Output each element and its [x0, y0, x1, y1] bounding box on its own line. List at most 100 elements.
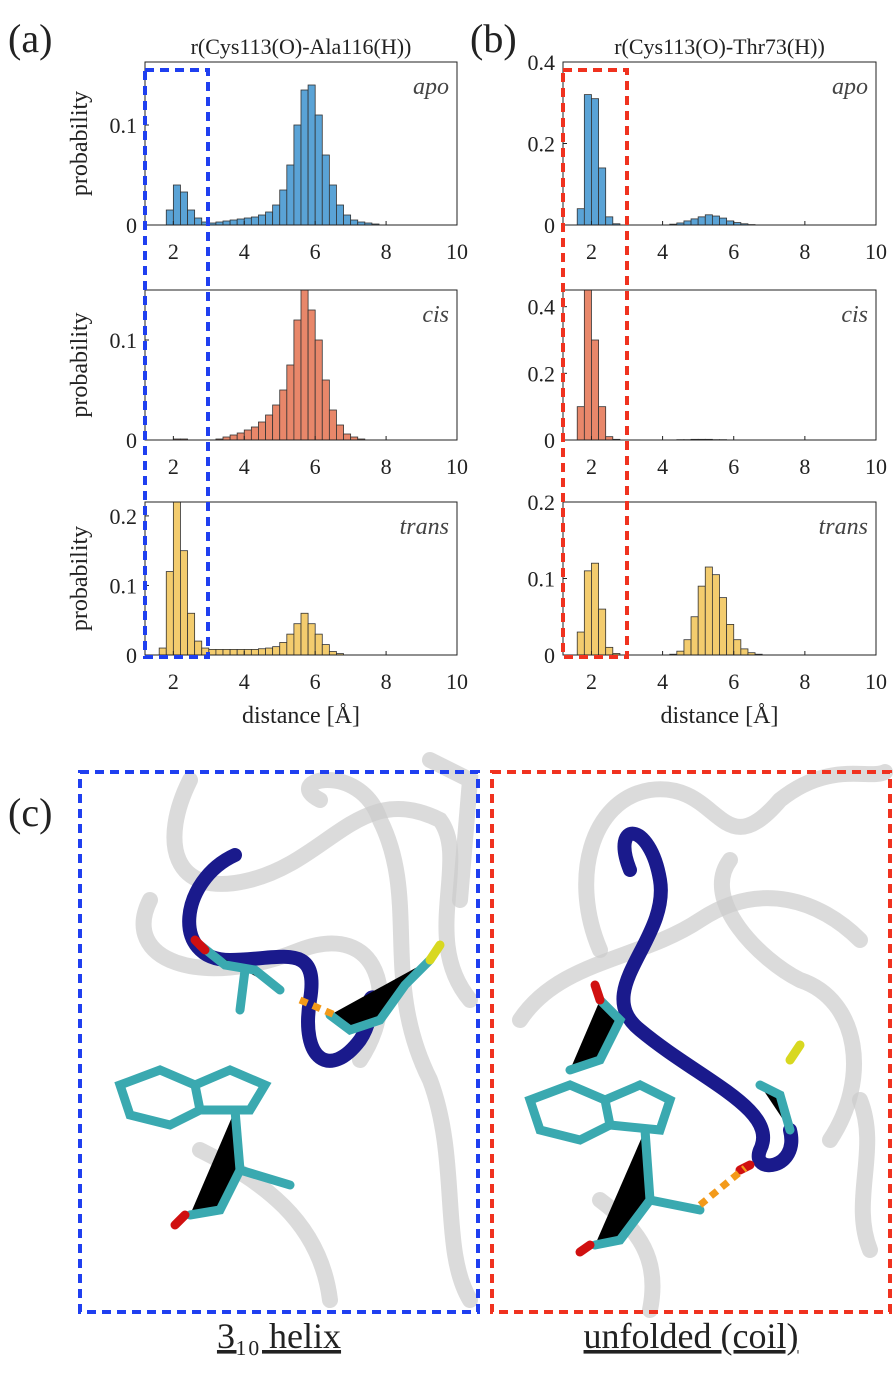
x-tick-label: 4 — [657, 669, 668, 694]
bar — [188, 210, 195, 225]
panel-tag: trans — [819, 514, 868, 540]
x-tick-label: 6 — [728, 239, 739, 264]
x-tick-label: 2 — [168, 669, 179, 694]
bar — [684, 221, 691, 225]
bar — [691, 219, 698, 225]
bar — [266, 648, 273, 655]
x-tick-label: 10 — [865, 239, 887, 264]
bar — [712, 216, 719, 225]
y-tick-label: 0.1 — [110, 113, 138, 138]
caption: 3₁₀ helix — [217, 1316, 341, 1356]
bar — [734, 640, 741, 655]
bar — [244, 649, 251, 655]
bar — [599, 407, 606, 440]
bar — [287, 365, 294, 440]
bar — [266, 212, 273, 225]
x-tick-label: 10 — [446, 454, 468, 479]
bar — [344, 215, 351, 225]
panel-label: (c) — [8, 790, 52, 835]
y-tick-label: 0.1 — [110, 573, 138, 598]
bar — [322, 380, 329, 440]
x-tick-label: 4 — [657, 454, 668, 479]
x-tick-label: 2 — [586, 669, 597, 694]
bar — [251, 427, 258, 440]
bar — [584, 95, 591, 225]
bar — [691, 617, 698, 655]
y-tick-label: 0.2 — [528, 490, 556, 515]
bar — [577, 632, 584, 655]
x-tick-label: 6 — [310, 669, 321, 694]
y-tick-label: 0 — [126, 643, 137, 668]
bar — [351, 220, 358, 225]
x-tick-label: 4 — [239, 454, 250, 479]
bar — [159, 648, 166, 655]
x-tick-label: 2 — [586, 454, 597, 479]
y-tick-label: 0 — [544, 428, 555, 453]
x-tick-label: 8 — [381, 239, 392, 264]
x-tick-label: 8 — [799, 454, 810, 479]
bar — [677, 651, 684, 655]
bar — [287, 634, 294, 655]
bar — [180, 551, 187, 655]
bar — [230, 649, 237, 655]
bar — [322, 645, 329, 655]
figure: (a) (b) (c) 24681000.1r(Cys113(O)-Ala116… — [0, 0, 895, 1383]
x-axis-label: distance [Å] — [661, 703, 779, 729]
y-tick-label: 0 — [544, 643, 555, 668]
y-tick-label: 0.2 — [110, 504, 138, 529]
y-tick-label: 0.1 — [110, 328, 138, 353]
bar — [741, 649, 748, 655]
x-tick-label: 6 — [310, 454, 321, 479]
bar — [606, 647, 613, 655]
axes-box — [563, 290, 876, 440]
bar — [315, 634, 322, 655]
bar — [287, 165, 294, 225]
x-tick-label: 10 — [446, 669, 468, 694]
bar — [599, 168, 606, 225]
bar — [591, 340, 598, 440]
bar — [301, 613, 308, 655]
bar — [273, 647, 280, 655]
structure-box — [492, 772, 890, 1312]
bar — [591, 563, 598, 655]
bar — [322, 155, 329, 225]
x-tick-label: 6 — [310, 239, 321, 264]
bar — [308, 310, 315, 440]
bar — [244, 218, 251, 225]
x-tick-label: 10 — [446, 239, 468, 264]
x-tick-label: 8 — [381, 454, 392, 479]
bar — [698, 586, 705, 655]
bar — [727, 221, 734, 225]
bar — [591, 99, 598, 225]
bar — [237, 649, 244, 655]
bar — [705, 215, 712, 225]
bar — [195, 218, 202, 225]
x-tick-label: 6 — [728, 454, 739, 479]
bar — [273, 405, 280, 440]
bar — [237, 219, 244, 225]
bar — [315, 340, 322, 440]
bar — [577, 209, 584, 225]
panel-label: (a) — [8, 16, 52, 61]
x-tick-label: 4 — [657, 239, 668, 264]
bar — [308, 85, 315, 225]
bar — [258, 649, 265, 655]
x-tick-label: 2 — [168, 454, 179, 479]
y-tick-label: 0 — [126, 213, 137, 238]
bar — [188, 613, 195, 655]
bar — [244, 430, 251, 440]
bar — [712, 575, 719, 655]
bar — [329, 185, 336, 225]
bar — [720, 218, 727, 225]
bar — [166, 572, 173, 655]
bar — [329, 410, 336, 440]
bar — [294, 320, 301, 440]
x-tick-label: 4 — [239, 239, 250, 264]
axes-box — [563, 62, 876, 225]
y-tick-label: 0 — [126, 428, 137, 453]
bar — [315, 115, 322, 225]
y-axis-label: probability — [67, 91, 93, 196]
x-axis-label: distance [Å] — [242, 703, 360, 729]
panel-tag: apo — [832, 74, 868, 100]
bar — [230, 435, 237, 440]
